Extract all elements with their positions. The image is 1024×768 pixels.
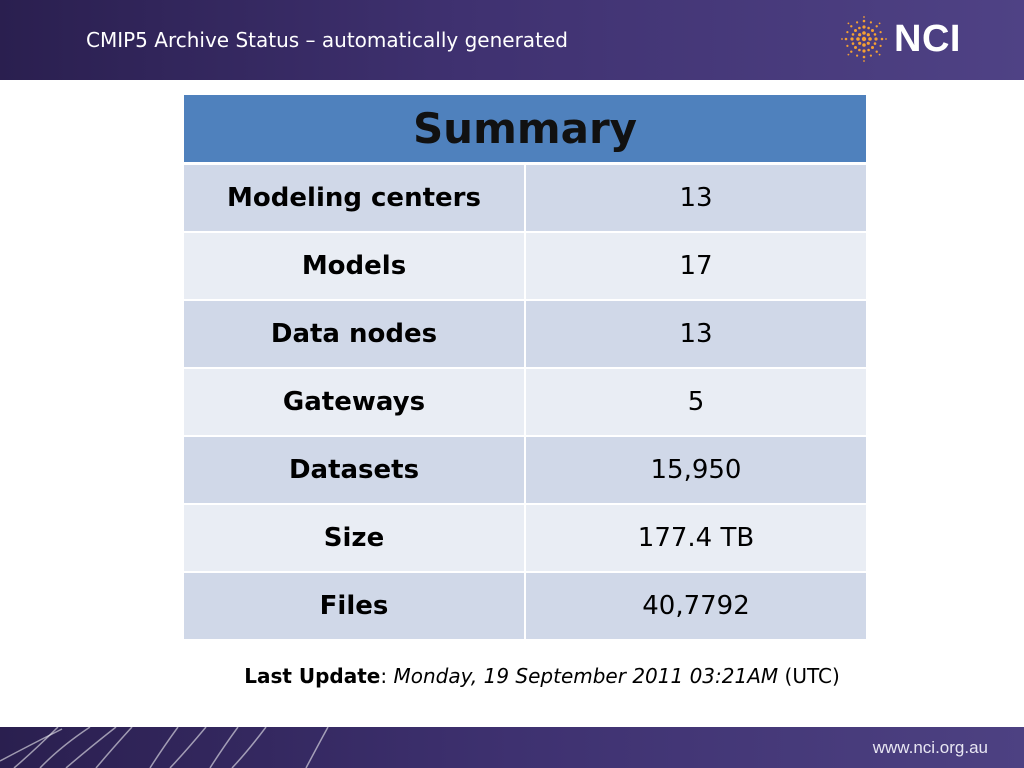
summary-table: Summary Modeling centers 13 Models 17 Da… — [184, 95, 866, 641]
row-label: Datasets — [184, 436, 526, 505]
row-value: 15,950 — [525, 436, 866, 505]
footer-stripes-decoration — [0, 727, 329, 768]
row-label: Data nodes — [184, 300, 526, 369]
table-row-data-nodes: Data nodes 13 — [184, 300, 866, 369]
row-value: 40,7792 — [525, 572, 866, 641]
row-label: Models — [184, 232, 526, 301]
row-label: Modeling centers — [184, 163, 526, 233]
slide-title: CMIP5 Archive Status – automatically gen… — [86, 28, 568, 52]
nci-logo-text: NCI — [894, 17, 961, 60]
nci-logo: NCI — [840, 14, 961, 64]
table-row-models: Models 17 — [184, 232, 866, 301]
last-update-label: Last Update — [244, 664, 381, 688]
table-row-size: Size 177.4 TB — [184, 504, 866, 573]
row-label: Files — [184, 572, 526, 641]
table-row-modeling-centers: Modeling centers 13 — [184, 163, 866, 233]
nci-starburst-icon — [841, 16, 887, 62]
header-bar: CMIP5 Archive Status – automatically gen… — [0, 0, 1024, 80]
row-value: 5 — [525, 368, 866, 437]
table-row-files: Files 40,7792 — [184, 572, 866, 641]
table-row-datasets: Datasets 15,950 — [184, 436, 866, 505]
last-update-date: Monday, 19 September 2011 03:21AM — [393, 664, 779, 688]
row-value: 17 — [525, 232, 866, 301]
last-update-line: Last Update: Monday, 19 September 2011 0… — [244, 664, 840, 688]
footer-bar: www.nci.org.au — [0, 727, 1024, 768]
table-title: Summary — [184, 95, 866, 165]
table-header-row: Summary — [184, 95, 866, 165]
row-label: Size — [184, 504, 526, 573]
row-value: 13 — [525, 300, 866, 369]
table-row-gateways: Gateways 5 — [184, 368, 866, 437]
row-label: Gateways — [184, 368, 526, 437]
last-update-timezone: (UTC) — [784, 664, 840, 688]
footer-url[interactable]: www.nci.org.au — [872, 738, 988, 757]
row-value: 177.4 TB — [525, 504, 866, 573]
row-value: 13 — [525, 163, 866, 233]
